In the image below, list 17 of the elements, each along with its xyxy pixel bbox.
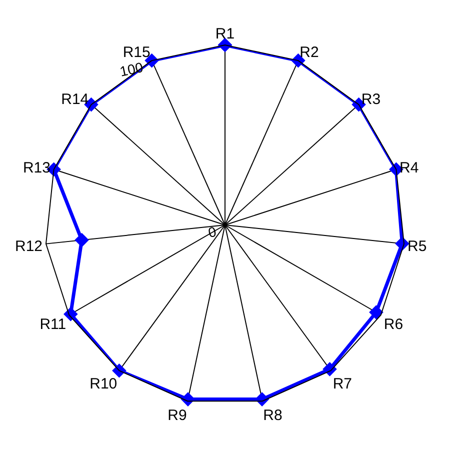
y-tick-label: 100: [118, 58, 145, 80]
spoke-label: R13: [22, 159, 50, 176]
spoke-label: R1: [215, 26, 235, 42]
spoke-label: R5: [407, 238, 427, 255]
spoke-label: R2: [300, 44, 319, 61]
y-tick-label: 0: [206, 223, 218, 241]
spoke-label: R6: [384, 316, 404, 333]
spoke-label: R7: [332, 376, 352, 393]
spoke-label: R14: [61, 91, 89, 108]
spoke-label: R11: [40, 316, 66, 333]
spoke-label: R15: [122, 44, 150, 61]
spoke-label: R3: [361, 91, 381, 108]
spoke-label: R9: [168, 407, 187, 424]
spoke-label: R8: [263, 407, 282, 424]
spoke-label: R4: [400, 159, 419, 176]
spoke-label: R10: [90, 376, 118, 393]
spoke-label: R12: [14, 238, 43, 255]
